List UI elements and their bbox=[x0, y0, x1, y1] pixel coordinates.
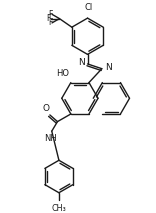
Text: O: O bbox=[43, 104, 50, 113]
Text: NH: NH bbox=[44, 134, 57, 143]
Text: F: F bbox=[48, 18, 52, 27]
Text: F: F bbox=[46, 14, 50, 23]
Text: Cl: Cl bbox=[84, 3, 93, 12]
Text: N: N bbox=[105, 63, 112, 72]
Text: F: F bbox=[48, 10, 52, 19]
Text: HO: HO bbox=[56, 69, 69, 78]
Text: N: N bbox=[78, 59, 85, 68]
Text: CH₃: CH₃ bbox=[51, 204, 66, 213]
